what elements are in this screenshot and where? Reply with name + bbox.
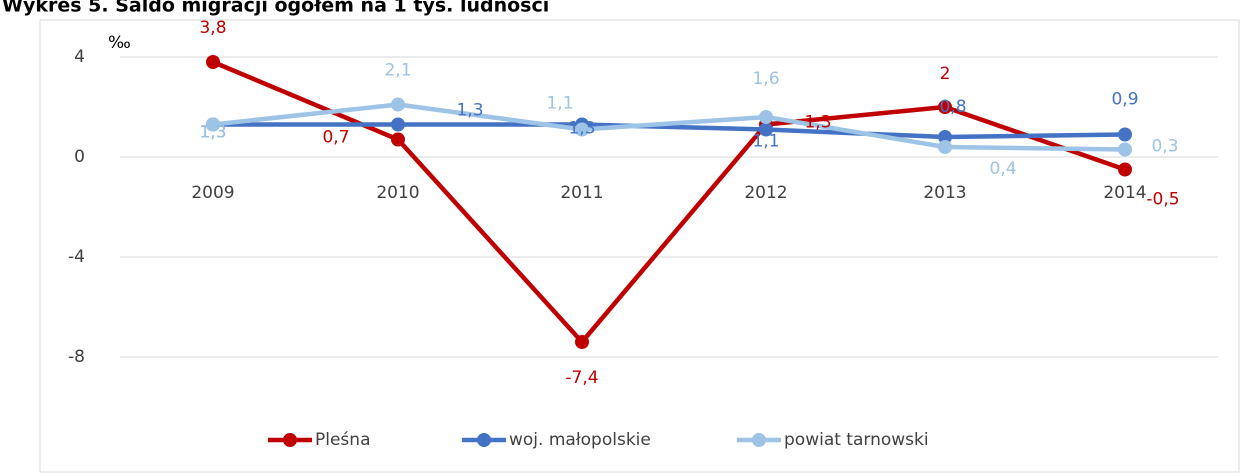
data-point [206, 55, 220, 69]
data-label: 0,8 [939, 97, 966, 117]
chart-title: Wykres 5. Saldo migracji ogółem na 1 tys… [2, 0, 549, 17]
data-label: 1,3 [804, 113, 831, 133]
data-label: 0,7 [322, 128, 349, 148]
x-tick-label: 2011 [560, 183, 603, 203]
data-point [938, 100, 952, 114]
data-label: 1,3 [199, 123, 226, 143]
data-point [938, 130, 952, 144]
x-tick-label: 2014 [1103, 183, 1146, 203]
data-point [575, 122, 589, 137]
data-point [1118, 127, 1132, 142]
y-unit: ‰ [108, 33, 131, 53]
data-point [759, 122, 773, 137]
data-label: 0,9 [1111, 90, 1138, 110]
legend-marker [283, 433, 297, 447]
data-label: 1,6 [752, 69, 779, 89]
series-line [212, 102, 1126, 152]
data-label: 2,1 [384, 61, 411, 81]
x-tick-label: 2009 [191, 183, 234, 203]
legend-marker [477, 433, 491, 447]
data-label: -7,4 [565, 368, 598, 388]
data-point [391, 132, 405, 147]
data-label: 1,1 [546, 94, 573, 114]
x-tick-label: 2010 [376, 183, 419, 203]
y-tick-label: 4 [74, 47, 85, 67]
legend-label: powiat tarnowski [784, 430, 929, 450]
data-label: 1,1 [752, 132, 779, 152]
data-point [391, 117, 405, 132]
legend-marker [752, 433, 766, 447]
chart-frame [39, 19, 1240, 473]
data-label: 3,8 [199, 18, 226, 38]
data-point [575, 335, 589, 349]
x-tick-label: 2013 [923, 183, 966, 203]
data-label: 1,3 [568, 119, 595, 139]
legend-label: Pleśna [315, 430, 370, 450]
series-line [213, 122, 1126, 140]
y-tick-label: -4 [68, 247, 85, 267]
data-label: 0,3 [1151, 137, 1178, 157]
legend-label: woj. małopolskie [509, 430, 651, 450]
data-point [1118, 142, 1132, 157]
data-point [391, 97, 405, 112]
x-tick-label: 2012 [744, 183, 787, 203]
y-tick-label: 0 [74, 147, 85, 167]
data-label: 1,3 [456, 101, 483, 121]
data-label: 1,3 [199, 123, 226, 143]
y-tick-label: -8 [68, 347, 85, 367]
data-label: 2 [940, 64, 951, 84]
data-label: 0,4 [989, 159, 1016, 179]
data-point [206, 117, 220, 132]
data-label: -0,5 [1146, 190, 1179, 210]
data-point [938, 140, 952, 154]
data-point [759, 110, 773, 124]
data-point [1118, 162, 1132, 177]
